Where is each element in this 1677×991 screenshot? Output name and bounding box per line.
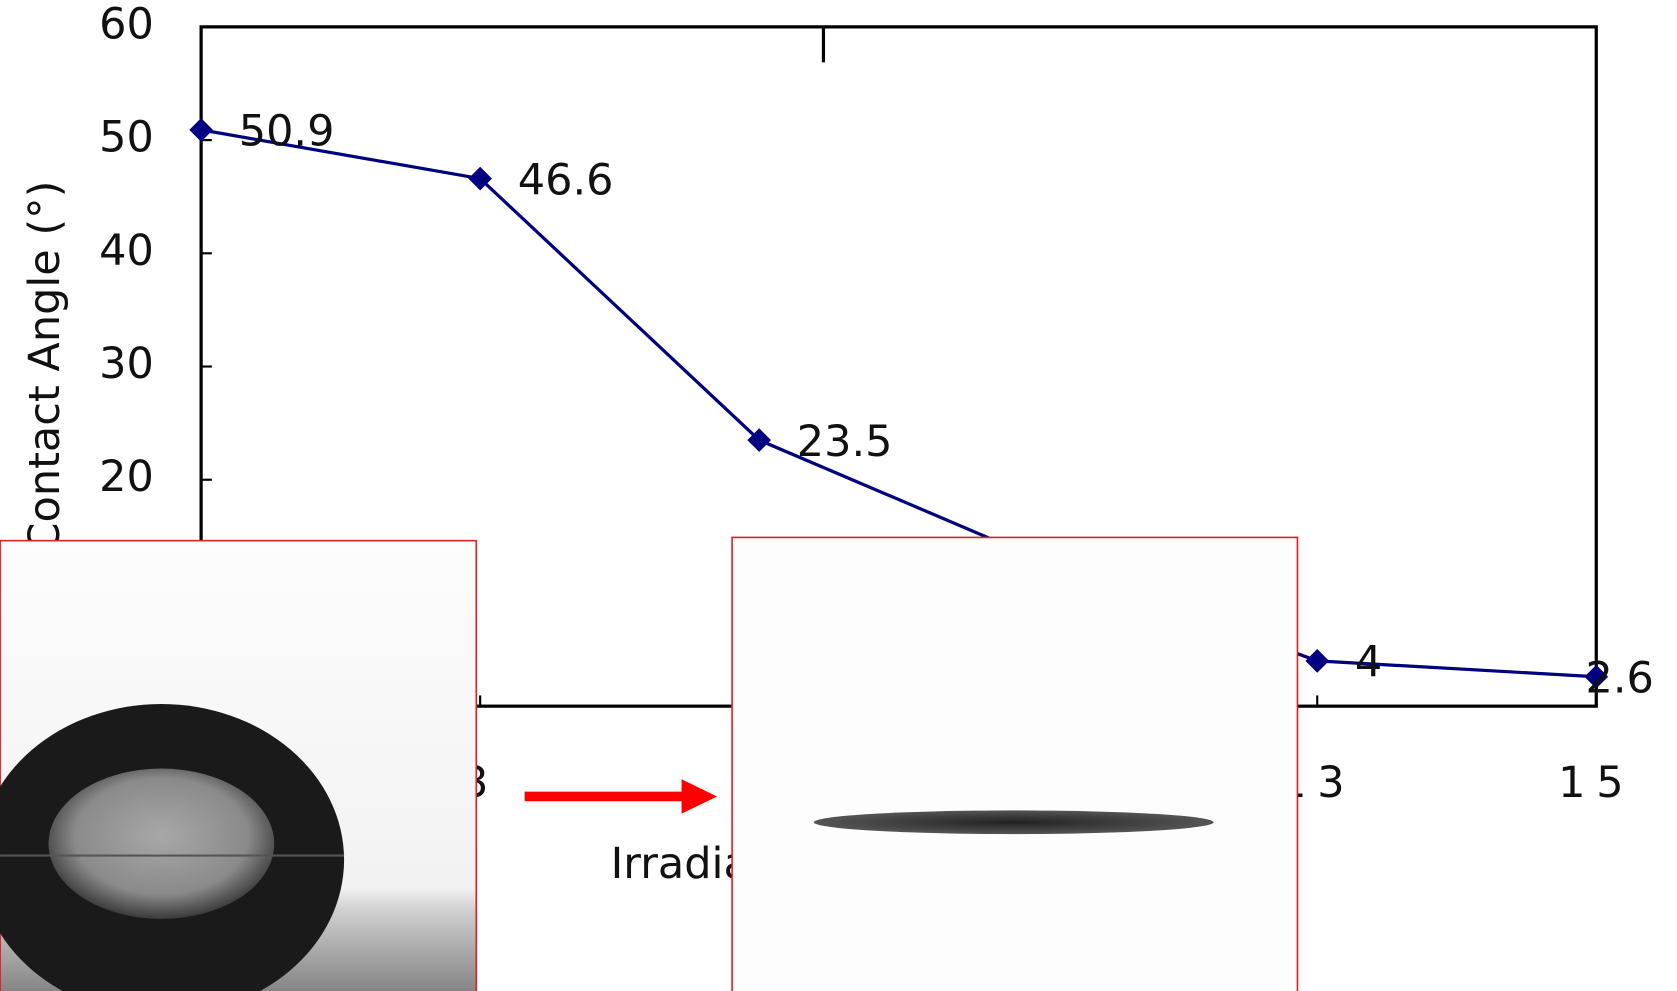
chart: Contact Angle (°) Irradiation Time 01020… xyxy=(0,0,1677,991)
droplet-photo-after xyxy=(732,537,1297,991)
y-tick-label: 40 xyxy=(99,226,154,276)
data-label: 46.6 xyxy=(518,155,614,205)
y-tick-label: 60 xyxy=(99,0,154,49)
data-label: 50.9 xyxy=(239,107,335,157)
arrow xyxy=(525,779,717,813)
y-tick-label: 30 xyxy=(99,339,154,389)
data-label: 23.5 xyxy=(797,417,893,467)
droplet-photo-before xyxy=(0,541,476,991)
y-tick-label: 20 xyxy=(99,452,154,502)
marker xyxy=(1305,649,1329,673)
y-axis-label: Contact Angle (°) xyxy=(20,181,70,553)
marker xyxy=(189,118,213,142)
x-tick-label: 15 xyxy=(1558,758,1634,808)
y-tick-label: 50 xyxy=(99,113,154,163)
data-label: 4 xyxy=(1355,638,1382,688)
data-label: 2.6 xyxy=(1586,654,1654,704)
